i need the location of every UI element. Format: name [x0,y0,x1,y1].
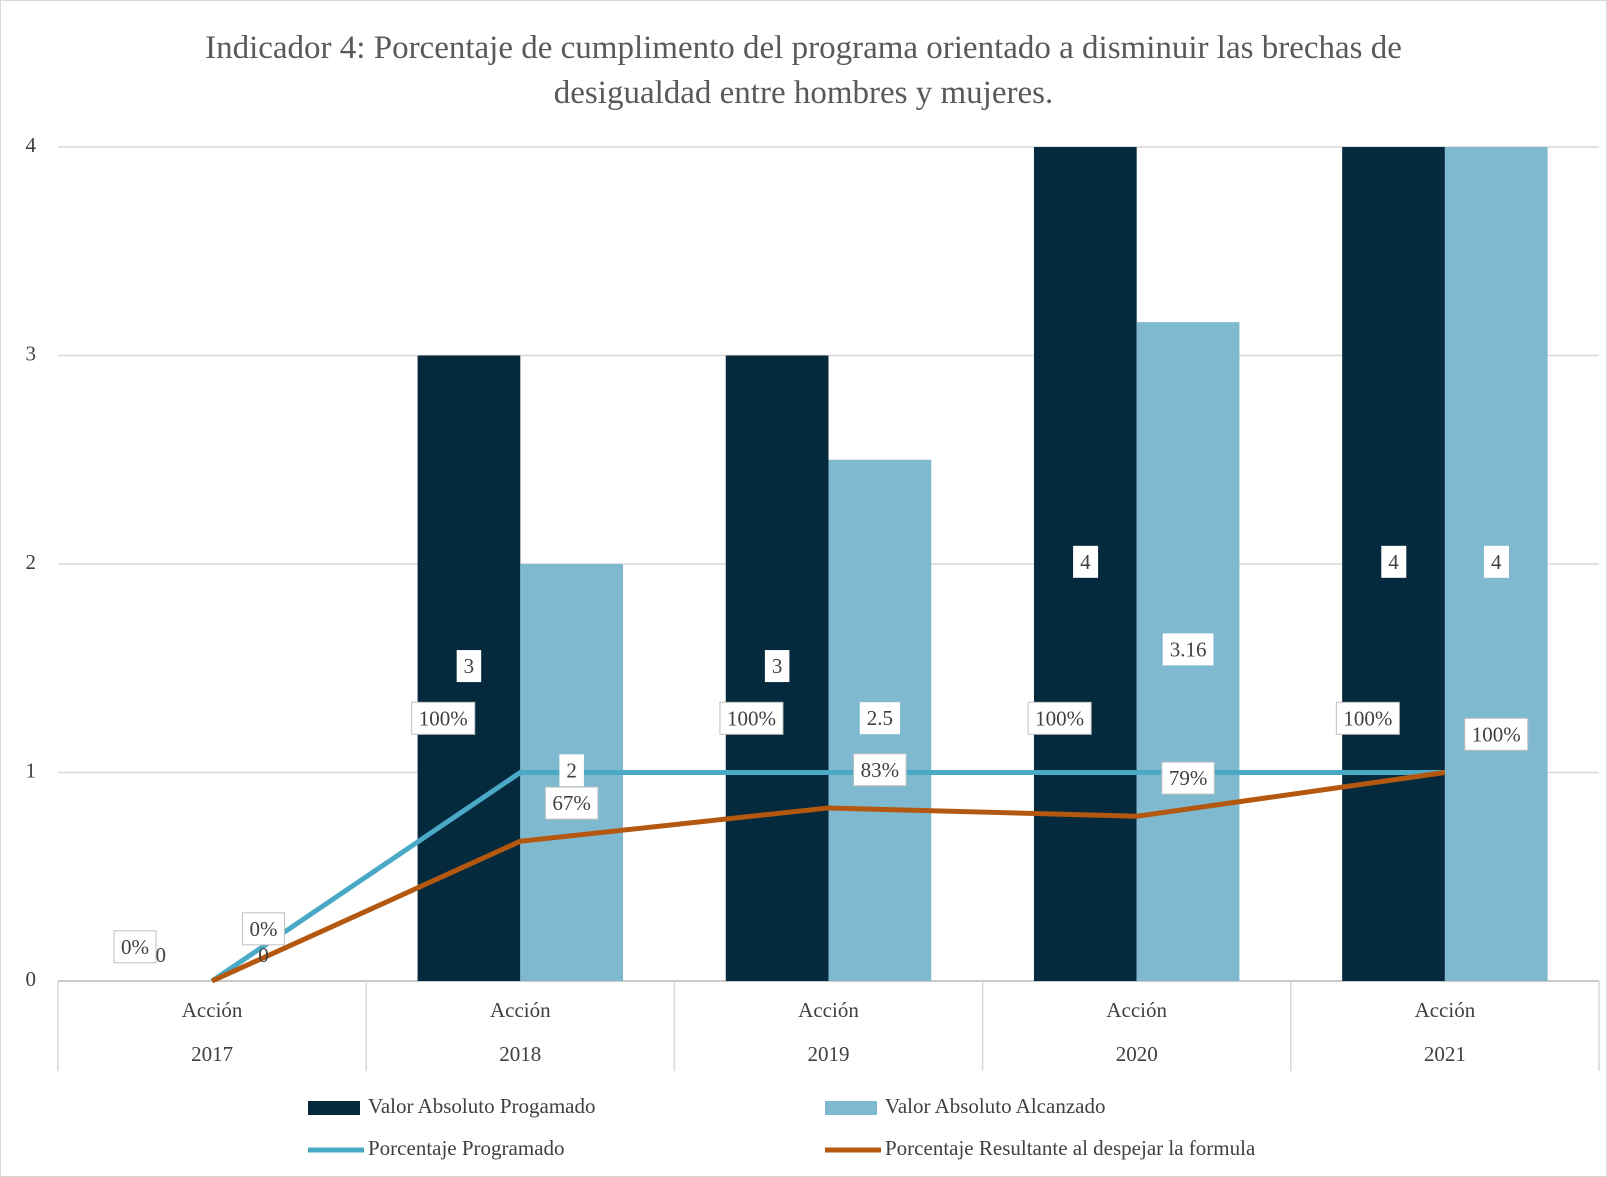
data-label: 2.5 [867,706,893,730]
data-label-group: 79% [1161,761,1215,795]
data-label-box [1381,545,1407,578]
data-label-box [559,754,584,787]
data-label-group: 100% [1027,701,1092,735]
data-label-group: 2 [559,754,584,787]
data-label: 3 [464,654,475,678]
y-tick-label: 4 [26,133,37,157]
data-label: 79% [1169,766,1208,790]
x-tick-label: Acción [490,998,551,1022]
data-label-box [1073,545,1099,578]
data-label-group: 4 [1381,545,1407,578]
data-label: 100% [419,706,468,730]
x-tick-label: 2021 [1424,1042,1466,1066]
line [211,770,1446,984]
legend-label: Valor Absoluto Alcanzado [885,1094,1105,1118]
data-label-box [1162,633,1214,666]
data-label: 3 [772,654,783,678]
data-label-box [719,701,784,735]
data-label-group: 3 [456,650,482,683]
data-label-group: 3.16 [1162,633,1214,666]
line [210,770,1445,984]
data-label: 0 [258,943,269,967]
y-tick-label: 1 [26,758,37,782]
y-tick-label: 2 [26,550,37,574]
y-tick-label: 3 [26,341,37,365]
legend-swatch [825,1101,877,1115]
y-tick-label: 0 [26,967,37,991]
data-label: 0% [249,917,277,941]
data-label-group: 4 [1484,545,1510,578]
data-label: 100% [1035,706,1084,730]
data-label-box [544,786,599,820]
data-label: 83% [861,758,900,782]
legend-label: Valor Absoluto Progamado [368,1094,595,1118]
x-tick-label: 2017 [191,1042,233,1066]
x-tick-label: 2019 [808,1042,850,1066]
data-label-group: 3 [764,650,790,683]
data-label: 3.16 [1170,637,1207,661]
data-label-group: 100% [411,701,476,735]
data-label: 67% [552,791,591,815]
data-label-group: 100% [1464,717,1529,751]
data-label: 2 [566,758,577,782]
data-label-box [113,930,157,964]
data-label-box [411,701,476,735]
data-label-box [1484,545,1510,578]
data-label: 100% [1343,706,1392,730]
data-label-box [1027,701,1092,735]
x-tick-label: 2018 [499,1042,541,1066]
legend-label: Porcentaje Programado [368,1136,565,1160]
data-label-box [1161,761,1215,795]
data-label: 4 [1388,550,1399,574]
data-label: 4 [1080,550,1091,574]
data-label: 0 [155,943,166,967]
data-label-box [241,912,285,946]
data-label-group: 4 [1073,545,1099,578]
data-label-box [764,650,790,683]
data-label-group: 100% [1335,701,1400,735]
data-label-group: 2.5 [859,702,900,735]
data-label-box [456,650,482,683]
data-label-group: 0% [241,912,285,946]
data-label-box [853,753,907,787]
data-label: 4 [1491,550,1502,574]
x-tick-label: Acción [182,998,243,1022]
data-label: 100% [727,706,776,730]
legend-swatch [308,1101,360,1115]
data-label: 100% [1472,722,1521,746]
x-tick-label: 2020 [1116,1042,1158,1066]
chart-title: Indicador 4: Porcentaje de cumplimento d… [205,30,1402,111]
data-label: 0% [121,935,149,959]
data-label-group: 67% [544,786,599,820]
data-label-box [1464,717,1529,751]
data-label-group: 83% [853,753,907,787]
x-tick-label: Acción [1106,998,1167,1022]
legend-label: Porcentaje Resultante al despejar la for… [885,1136,1256,1160]
data-label-box [1335,701,1400,735]
data-label-group: 0% [113,930,157,964]
data-label-box [859,702,900,735]
x-tick-label: Acción [1415,998,1476,1022]
data-label-group: 100% [719,701,784,735]
x-tick-label: Acción [798,998,859,1022]
